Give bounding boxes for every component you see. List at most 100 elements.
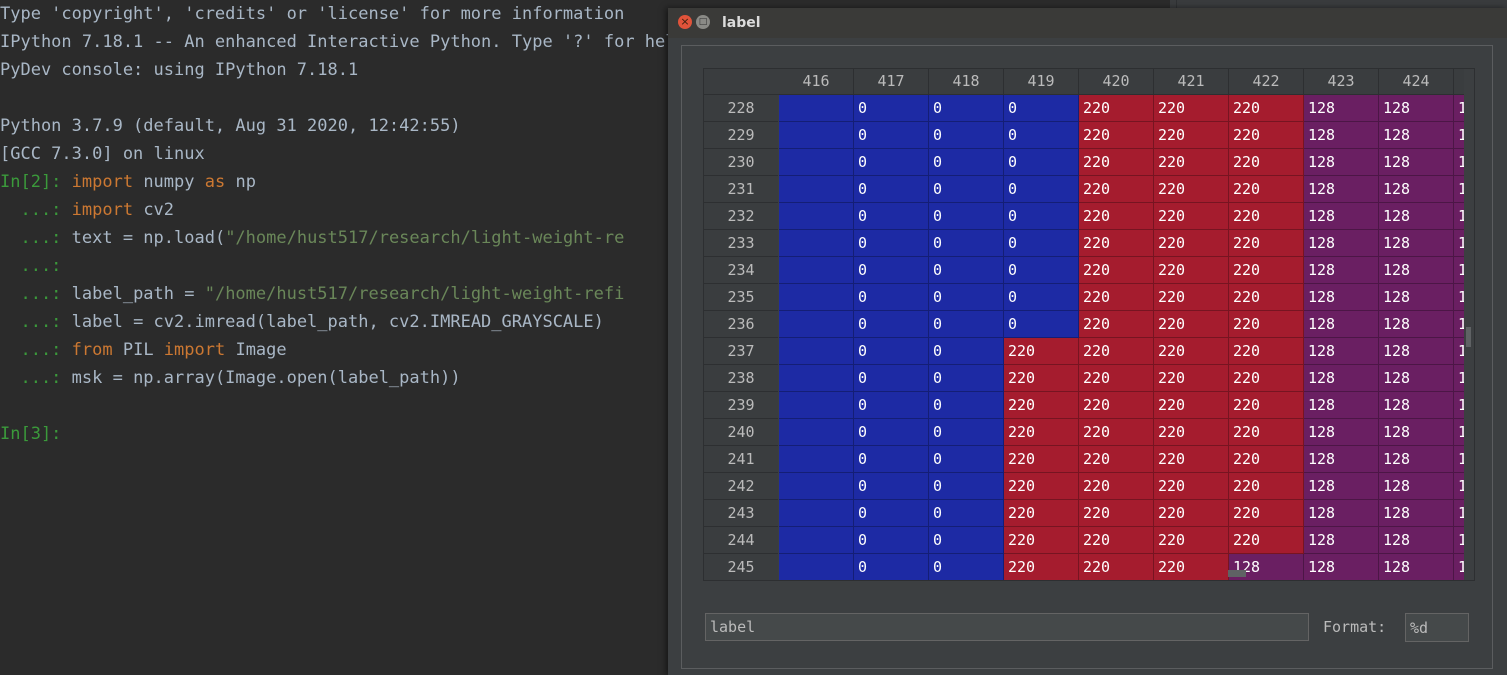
row-header-cell[interactable]: 230	[704, 149, 778, 176]
table-cell[interactable]: 220	[1154, 527, 1229, 554]
table-cell[interactable]: 220	[1154, 203, 1229, 230]
table-cell[interactable]: 0	[854, 446, 929, 473]
table-cell[interactable]: 0	[854, 122, 929, 149]
table-cell[interactable]: 0	[929, 95, 1004, 122]
table-cell[interactable]: 128	[1304, 122, 1379, 149]
column-header-cell[interactable]: 421	[1154, 69, 1229, 94]
table-cell[interactable]: 0	[1004, 149, 1079, 176]
table-cell[interactable]: 220	[1079, 311, 1154, 338]
table-cell[interactable]: 128	[1379, 365, 1454, 392]
table-cell[interactable]: 128	[1304, 284, 1379, 311]
table-cell[interactable]: 128	[1379, 554, 1454, 580]
table-cell[interactable]: 0	[1004, 176, 1079, 203]
maximize-button[interactable]: □	[696, 15, 710, 29]
table-cell[interactable]: 0	[929, 338, 1004, 365]
table-cell[interactable]: 0	[929, 527, 1004, 554]
table-cell[interactable]: 220	[1154, 446, 1229, 473]
table-cell[interactable]: 0	[1004, 230, 1079, 257]
table-cell[interactable]	[779, 257, 854, 284]
table-cell[interactable]	[779, 95, 854, 122]
table-cell[interactable]: 220	[1229, 473, 1304, 500]
table-cell[interactable]: 220	[1079, 95, 1154, 122]
table-cell[interactable]: 128	[1379, 176, 1454, 203]
table-cell[interactable]: 0	[929, 257, 1004, 284]
expression-input[interactable]	[705, 613, 1309, 641]
table-cell[interactable]: 128	[1304, 149, 1379, 176]
table-cell[interactable]: 0	[929, 203, 1004, 230]
table-cell[interactable]	[779, 338, 854, 365]
table-cell[interactable]: 128	[1379, 284, 1454, 311]
table-cell[interactable]: 0	[854, 95, 929, 122]
table-cell[interactable]: 220	[1229, 95, 1304, 122]
table-cell[interactable]: 128	[1379, 203, 1454, 230]
table-cell[interactable]: 128	[1379, 527, 1454, 554]
table-cell[interactable]: 220	[1229, 527, 1304, 554]
table-cell[interactable]: 220	[1079, 392, 1154, 419]
table-cell[interactable]: 220	[1154, 338, 1229, 365]
table-cell[interactable]: 128	[1304, 365, 1379, 392]
horizontal-scroll-thumb[interactable]	[1228, 570, 1246, 577]
table-cell[interactable]: 128	[1379, 500, 1454, 527]
table-cell[interactable]: 128	[1304, 230, 1379, 257]
table-cell[interactable]: 220	[1079, 419, 1154, 446]
table-cell[interactable]	[779, 419, 854, 446]
table-cell[interactable]: 220	[1004, 527, 1079, 554]
table-cell[interactable]: 220	[1079, 257, 1154, 284]
table-cell[interactable]: 0	[854, 554, 929, 580]
table-cell[interactable]: 128	[1304, 257, 1379, 284]
column-header-cell[interactable]: 417	[854, 69, 929, 94]
table-cell[interactable]: 128	[1379, 122, 1454, 149]
table-cell[interactable]: 220	[1154, 365, 1229, 392]
table-cell[interactable]: 0	[854, 230, 929, 257]
table-cell[interactable]: 220	[1229, 149, 1304, 176]
column-header-cell[interactable]: 419	[1004, 69, 1079, 94]
table-cell[interactable]: 220	[1079, 284, 1154, 311]
table-cell[interactable]	[779, 473, 854, 500]
table-cell[interactable]: 220	[1229, 284, 1304, 311]
table-cell[interactable]: 220	[1229, 203, 1304, 230]
table-cell[interactable]: 220	[1079, 446, 1154, 473]
table-cell[interactable]: 128	[1379, 473, 1454, 500]
table-cell[interactable]: 220	[1004, 554, 1079, 580]
table-cell[interactable]: 128	[1304, 95, 1379, 122]
table-cell[interactable]: 0	[854, 203, 929, 230]
table-cell[interactable]: 0	[929, 122, 1004, 149]
format-input[interactable]	[1405, 613, 1469, 642]
column-header-cell[interactable]: 420	[1079, 69, 1154, 94]
table-cell[interactable]: 128	[1304, 311, 1379, 338]
table-cell[interactable]: 220	[1154, 230, 1229, 257]
table-cell[interactable]: 220	[1229, 230, 1304, 257]
table-cell[interactable]	[779, 122, 854, 149]
table-cell[interactable]: 0	[929, 230, 1004, 257]
table-cell[interactable]: 0	[854, 176, 929, 203]
table-cell[interactable]: 0	[929, 419, 1004, 446]
table-cell[interactable]: 128	[1304, 527, 1379, 554]
vertical-scrollbar[interactable]	[1464, 69, 1474, 580]
table-cell[interactable]: 0	[1004, 203, 1079, 230]
table-cell[interactable]	[779, 500, 854, 527]
table-cell[interactable]: 220	[1154, 176, 1229, 203]
table-cell[interactable]: 220	[1004, 392, 1079, 419]
table-cell[interactable]: 220	[1079, 203, 1154, 230]
table-cell[interactable]: 220	[1229, 392, 1304, 419]
table-cell[interactable]: 0	[854, 149, 929, 176]
table-cell[interactable]: 0	[929, 149, 1004, 176]
table-cell[interactable]: 128	[1304, 176, 1379, 203]
table-cell[interactable]: 0	[854, 419, 929, 446]
table-cell[interactable]: 0	[1004, 95, 1079, 122]
table-cell[interactable]: 128	[1304, 203, 1379, 230]
table-cell[interactable]: 0	[929, 473, 1004, 500]
table-cell[interactable]: 220	[1079, 338, 1154, 365]
table-cell[interactable]: 220	[1229, 500, 1304, 527]
table-cell[interactable]: 0	[854, 338, 929, 365]
column-header-cell[interactable]: 416	[779, 69, 854, 94]
table-cell[interactable]: 220	[1154, 149, 1229, 176]
table-cell[interactable]: 220	[1004, 446, 1079, 473]
table-cell[interactable]	[779, 203, 854, 230]
table-cell[interactable]: 128	[1379, 392, 1454, 419]
row-header-cell[interactable]: 245	[704, 554, 778, 580]
table-cell[interactable]: 0	[929, 392, 1004, 419]
table-cell[interactable]: 220	[1229, 311, 1304, 338]
row-header-cell[interactable]: 240	[704, 419, 778, 446]
table-cell[interactable]: 0	[929, 176, 1004, 203]
